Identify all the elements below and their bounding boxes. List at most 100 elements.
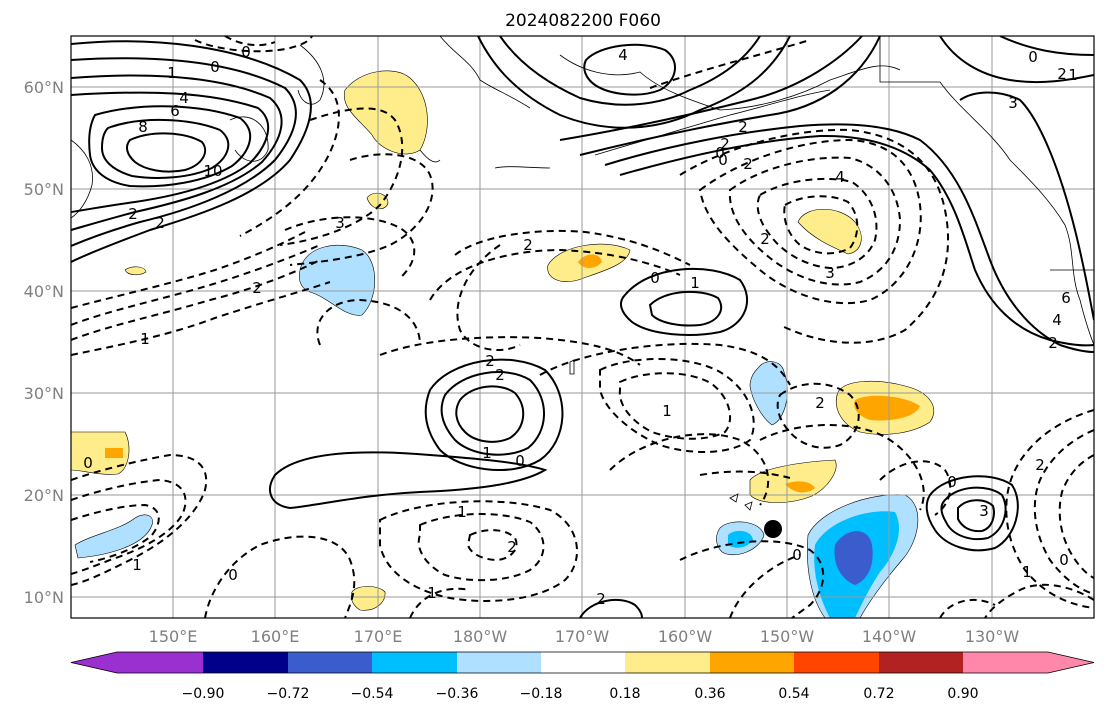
contour-label: 2	[815, 394, 825, 412]
contour-label: 3	[825, 264, 835, 282]
contour-label: 0	[650, 269, 660, 287]
dashed-contours	[71, 36, 1094, 618]
shaded-regions	[71, 70, 935, 618]
contour-label: 0	[83, 454, 93, 472]
contour-label: 2	[743, 155, 753, 173]
lat-label-20: 20°N	[24, 486, 64, 505]
storm-center-marker	[764, 520, 782, 538]
lon-label-170e: 170°E	[354, 627, 403, 646]
contour-label: 0	[792, 546, 802, 564]
contour-label: 4	[835, 168, 845, 186]
contour-label: 6	[1061, 289, 1071, 307]
contour-label: 2	[523, 236, 533, 254]
colorbar-swatch	[288, 652, 372, 673]
shade-yellow-hawaii	[749, 459, 837, 503]
colorbar-tick-label: −0.90	[182, 686, 225, 702]
lon-label-160e: 160°E	[251, 627, 300, 646]
contour-label: 0	[228, 566, 238, 584]
contour-label: 2	[155, 214, 165, 232]
contour-label: 2	[596, 590, 606, 608]
contour-label: 0	[947, 473, 957, 491]
latitude-labels: 60°N 50°N 40°N 30°N 20°N 10°N	[24, 78, 64, 607]
lon-label-150w: 150°W	[760, 627, 815, 646]
contour-label: 0	[210, 58, 220, 76]
colorbar-extend-high	[963, 652, 1094, 673]
coastlines	[71, 36, 1094, 511]
contour-label: 3	[979, 502, 989, 520]
contour-label: 0	[241, 43, 251, 61]
figure-title: 2024082200 F060	[505, 11, 661, 31]
colorbar-tick-label: −0.36	[436, 686, 479, 702]
shade-yellow-west-edge	[71, 431, 130, 475]
shade-orange-east	[854, 395, 920, 421]
contour-label: 2	[507, 538, 517, 556]
contour-label: 3	[335, 214, 345, 232]
contour-label: 2	[252, 279, 262, 297]
contour-label: 1	[140, 330, 150, 348]
colorbar-tick-label: 0.36	[694, 686, 725, 702]
colorbar-swatch	[625, 652, 710, 673]
shade-yellow-gulf	[797, 209, 862, 255]
contour-label: 1	[132, 556, 142, 574]
contour-label: 2	[1035, 456, 1045, 474]
colorbar-tick-labels: −0.90 −0.72 −0.54 −0.36 −0.18 0.18 0.36 0.54 0.7…	[182, 686, 979, 702]
contour-label: 10	[203, 162, 222, 180]
lat-label-10: 10°N	[24, 588, 64, 607]
lon-label-160w: 160°W	[658, 627, 713, 646]
contour-label: 1	[662, 402, 672, 420]
colorbar-swatch	[372, 652, 457, 673]
colorbar-swatch	[794, 652, 879, 673]
lat-label-50: 50°N	[24, 180, 64, 199]
contour-label: 4	[179, 89, 189, 107]
solid-contours	[71, 36, 1094, 618]
lon-label-150e: 150°E	[149, 627, 198, 646]
contour-label: 2	[128, 205, 138, 223]
contour-label: 2	[495, 366, 505, 384]
contour-label: 1	[167, 64, 177, 82]
shade-orange-west-edge	[105, 448, 123, 458]
contour-label: 2	[720, 135, 730, 153]
contour-label: 0	[515, 452, 525, 470]
contour-label: 4	[618, 46, 628, 64]
colorbar-swatch	[879, 652, 963, 673]
colorbar-swatch	[117, 652, 203, 673]
contour-label: 2	[1048, 334, 1058, 352]
colorbar	[70, 651, 1095, 674]
colorbar-outline	[70, 651, 1095, 674]
shade-orange-central	[578, 254, 602, 268]
colorbar-tick-label: −0.18	[520, 686, 563, 702]
contour-label: 1	[1022, 563, 1032, 581]
lon-label-170w: 170°W	[555, 627, 610, 646]
contour-label: 1	[482, 444, 492, 462]
contour-label: 1	[1068, 66, 1078, 84]
shade-blue-west	[74, 514, 153, 559]
map-frame	[70, 35, 1095, 619]
shade-orange-hawaii	[785, 481, 815, 493]
colorbar-swatch	[710, 652, 794, 673]
contour-label: 1	[457, 503, 467, 521]
lon-label-140w: 140°W	[862, 627, 917, 646]
contour-label: 4	[1052, 311, 1062, 329]
colorbar-tick-label: 0.54	[778, 686, 809, 702]
colorbar-tick-label: 0.18	[609, 686, 640, 702]
colorbar-swatch	[457, 652, 541, 673]
contour-label: 0	[715, 144, 725, 162]
colorbar-tick-label: 0.90	[947, 686, 978, 702]
colorbar-tick-label: 0.72	[863, 686, 894, 702]
colorbar-tick-label: −0.72	[267, 686, 310, 702]
colorbar-swatch	[541, 652, 625, 673]
lat-label-30: 30°N	[24, 384, 64, 403]
shade-dark-big	[834, 531, 873, 585]
shade-cyan-small-hawaii	[728, 530, 753, 548]
contour-label: 3	[1008, 94, 1018, 112]
contour-label: 0	[1059, 551, 1069, 569]
longitude-labels: 150°E 160°E 170°E 180°W 170°W 160°W 150°…	[149, 627, 1020, 646]
shade-yellow-small-b	[124, 266, 147, 276]
contour-label: 2	[485, 352, 495, 370]
contour-label: 2	[1057, 65, 1067, 83]
contour-label: 8	[138, 118, 148, 136]
